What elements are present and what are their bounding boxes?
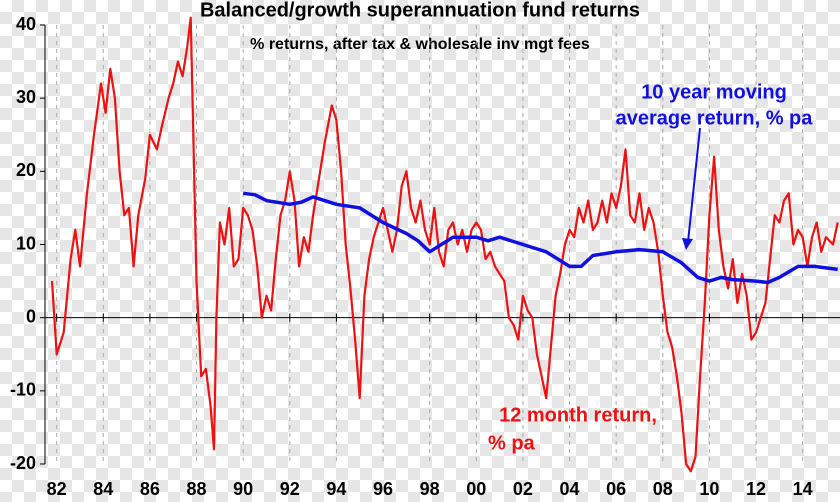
series-line (50, 16, 839, 473)
annotation: 10 year moving (641, 81, 787, 103)
x-tick-label: 94 (326, 479, 346, 499)
x-tick-label: 86 (140, 479, 160, 499)
x-tick-label: 98 (420, 479, 440, 499)
x-tick-label: 82 (47, 479, 67, 499)
annotation: 12 month return, (499, 404, 657, 426)
y-tick-label: 20 (16, 160, 36, 180)
x-tick-label: 08 (653, 479, 673, 499)
x-tick-label: 02 (513, 479, 533, 499)
x-tick-label: 00 (466, 479, 486, 499)
x-tick-label: 04 (560, 479, 580, 499)
arrow-head (682, 238, 693, 250)
y-tick-label: 10 (16, 233, 36, 253)
chart-subtitle: % returns, after tax & wholesale inv mgt… (250, 36, 590, 53)
x-tick-label: 84 (93, 479, 113, 499)
series-line (242, 191, 838, 285)
y-tick-label: 0 (26, 306, 36, 326)
x-tick-label: 88 (187, 479, 207, 499)
x-tick-label: 96 (373, 479, 393, 499)
y-tick-label: -10 (10, 380, 36, 400)
arrow (687, 127, 701, 243)
annotation: average return, % pa (616, 107, 814, 129)
x-tick-label: 92 (280, 479, 300, 499)
x-tick-label: 14 (793, 479, 813, 499)
y-tick-label: -20 (10, 453, 36, 473)
x-tick-label: 06 (606, 479, 626, 499)
x-tick-label: 90 (233, 479, 253, 499)
annotation: % pa (488, 432, 536, 454)
y-tick-label: 30 (16, 87, 36, 107)
x-tick-label: 10 (699, 479, 719, 499)
x-tick-label: 12 (746, 479, 766, 499)
y-tick-label: 40 (16, 14, 36, 34)
chart-title: Balanced/growth superannuation fund retu… (200, 0, 640, 21)
